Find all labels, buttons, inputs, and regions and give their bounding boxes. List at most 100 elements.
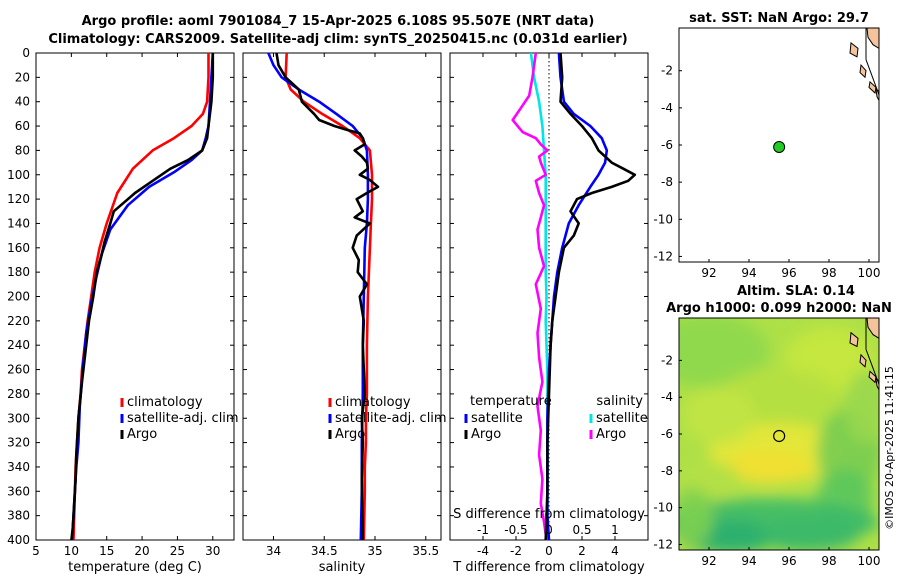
x-tick-label: -2 — [510, 544, 522, 558]
s-tick-label: 0 — [545, 523, 553, 537]
y-tick-label: 160 — [7, 241, 30, 255]
plot-frame — [242, 52, 442, 541]
x-tick-label: 96 — [781, 266, 796, 280]
land-shape — [859, 353, 867, 368]
y-tick-label: 120 — [7, 192, 30, 206]
argo-line — [70, 53, 215, 541]
sal-argo-line — [511, 52, 549, 541]
argo-position-marker — [773, 141, 786, 154]
x-tick-label: 35 — [367, 544, 382, 558]
x-tick-label: 100 — [858, 554, 881, 568]
y-tick-label: -2 — [661, 64, 673, 78]
x-axis-label: salinity — [319, 560, 366, 575]
y-tick-label: -10 — [653, 501, 673, 515]
argo-line — [275, 52, 380, 541]
legend-label: Argo — [471, 427, 501, 442]
land-shape — [868, 370, 877, 384]
s-tick-label: 0.5 — [572, 523, 591, 537]
sla-map-panel: 92 94 96 98 100 -2 -4 -6 -8 -10 -12 Altim. SLA: 0.1… — [653, 284, 892, 568]
legend-title-temperature: temperature — [470, 394, 552, 409]
y-tick-label: 320 — [7, 436, 30, 450]
x-tick-label: 2 — [578, 544, 586, 558]
coast-line — [865, 349, 880, 385]
legend-label: climatology — [335, 395, 411, 410]
legend-label: Argo — [596, 427, 626, 442]
s-axis-label: S difference from climatology — [453, 507, 645, 522]
sla-blob — [845, 369, 879, 444]
y-tick-label: -2 — [661, 353, 673, 367]
legend-title-salinity: salinity — [596, 394, 643, 409]
title-line-1: Argo profile: aoml 7901084_7 15-Apr-2025… — [81, 14, 595, 29]
legend-label: satellite — [471, 411, 523, 426]
x-tick-label: 5 — [32, 544, 40, 558]
y-tick-label: 300 — [7, 411, 30, 425]
s-tick-label: -0.5 — [504, 523, 527, 537]
title-line-2: Climatology: CARS2009. Satellite-adj cli… — [48, 32, 628, 47]
s-tick-label: 1 — [611, 523, 619, 537]
land-shape — [859, 63, 867, 79]
y-tick-label: 60 — [15, 119, 30, 133]
temperature-panel: 0 20 40 60 80 100 120 140 160 180 200 220 240 260 280 3… — [7, 46, 239, 575]
y-tick-label: -12 — [653, 537, 673, 551]
x-tick-label: 0 — [545, 544, 553, 558]
x-tick-label: 100 — [858, 266, 881, 280]
imos-watermark: ©IMOS 20-Apr-2025 11:41:15 — [883, 366, 896, 530]
y-tick-label: -12 — [653, 249, 673, 263]
y-tick-label: 260 — [7, 363, 30, 377]
y-tick-label: -6 — [661, 138, 673, 152]
sla-blob — [679, 318, 769, 388]
x-tick-label: -4 — [477, 544, 489, 558]
y-tick-label: 40 — [15, 95, 30, 109]
y-tick-label: 20 — [15, 70, 30, 84]
y-tick-label: -4 — [661, 101, 673, 115]
y-tick-label: -10 — [653, 212, 673, 226]
y-tick-label: 340 — [7, 460, 30, 474]
sla-map-title-2: Argo h1000: 0.099 h2000: NaN — [666, 301, 892, 316]
y-tick-label: -4 — [661, 390, 673, 404]
x-tick-label: 25 — [170, 544, 185, 558]
y-tick-label: -6 — [661, 427, 673, 441]
sla-map-title-1: Altim. SLA: 0.14 — [737, 284, 855, 299]
sla-blob — [683, 386, 755, 446]
x-tick-label: 20 — [134, 544, 149, 558]
sst-map-title: sat. SST: NaN Argo: 29.7 — [689, 11, 869, 26]
argo-position-marker — [773, 429, 786, 443]
sla-blobs — [679, 318, 879, 550]
x-axis-label: temperature (deg C) — [68, 560, 202, 575]
difference-panel: -4 -2 0 2 4 T difference from climatology S di… — [449, 52, 649, 575]
y-tick-label: 180 — [7, 265, 30, 279]
y-tick-label: 100 — [7, 168, 30, 182]
x-tick-label: 98 — [821, 266, 836, 280]
x-tick-label: 4 — [611, 544, 619, 558]
x-tick-label: 35.5 — [412, 544, 439, 558]
x-tick-label: 34.5 — [311, 544, 338, 558]
y-tick-label: 140 — [7, 216, 30, 230]
y-tick-label: -8 — [661, 464, 673, 478]
legend-label: satellite-adj. clim — [127, 411, 239, 426]
x-tick-label: 96 — [781, 554, 796, 568]
y-tick-label: 220 — [7, 314, 30, 328]
y-tick-label: 200 — [7, 290, 30, 304]
x-tick-label: 34 — [266, 544, 281, 558]
legend-label: climatology — [127, 395, 203, 410]
y-tick-label: 360 — [7, 484, 30, 498]
legend-label: satellite — [596, 411, 648, 426]
x-tick-label: 10 — [64, 544, 79, 558]
y-tick-label: 0 — [22, 46, 30, 60]
x-tick-label: 30 — [205, 544, 220, 558]
salinity-panel: 34 34.5 35 35.5 salinity climatologysatellite… — [242, 52, 447, 575]
y-tick-label: -8 — [661, 175, 673, 189]
sla-blob — [679, 487, 713, 547]
x-tick-label: 98 — [821, 554, 836, 568]
temp-argo-line — [544, 52, 637, 541]
sst-map-panel: 92 94 96 98 100 -2 -4 -6 -8 -10 -12 sat. SST: NaN A… — [653, 11, 880, 280]
x-tick-label: 94 — [741, 266, 756, 280]
y-tick-label: 280 — [7, 387, 30, 401]
legend-label: Argo — [127, 427, 157, 442]
land-shape — [849, 331, 859, 348]
x-tick-label: 94 — [741, 554, 756, 568]
y-tick-label: 240 — [7, 338, 30, 352]
y-tick-label: 380 — [7, 509, 30, 523]
land-shape — [868, 80, 877, 94]
